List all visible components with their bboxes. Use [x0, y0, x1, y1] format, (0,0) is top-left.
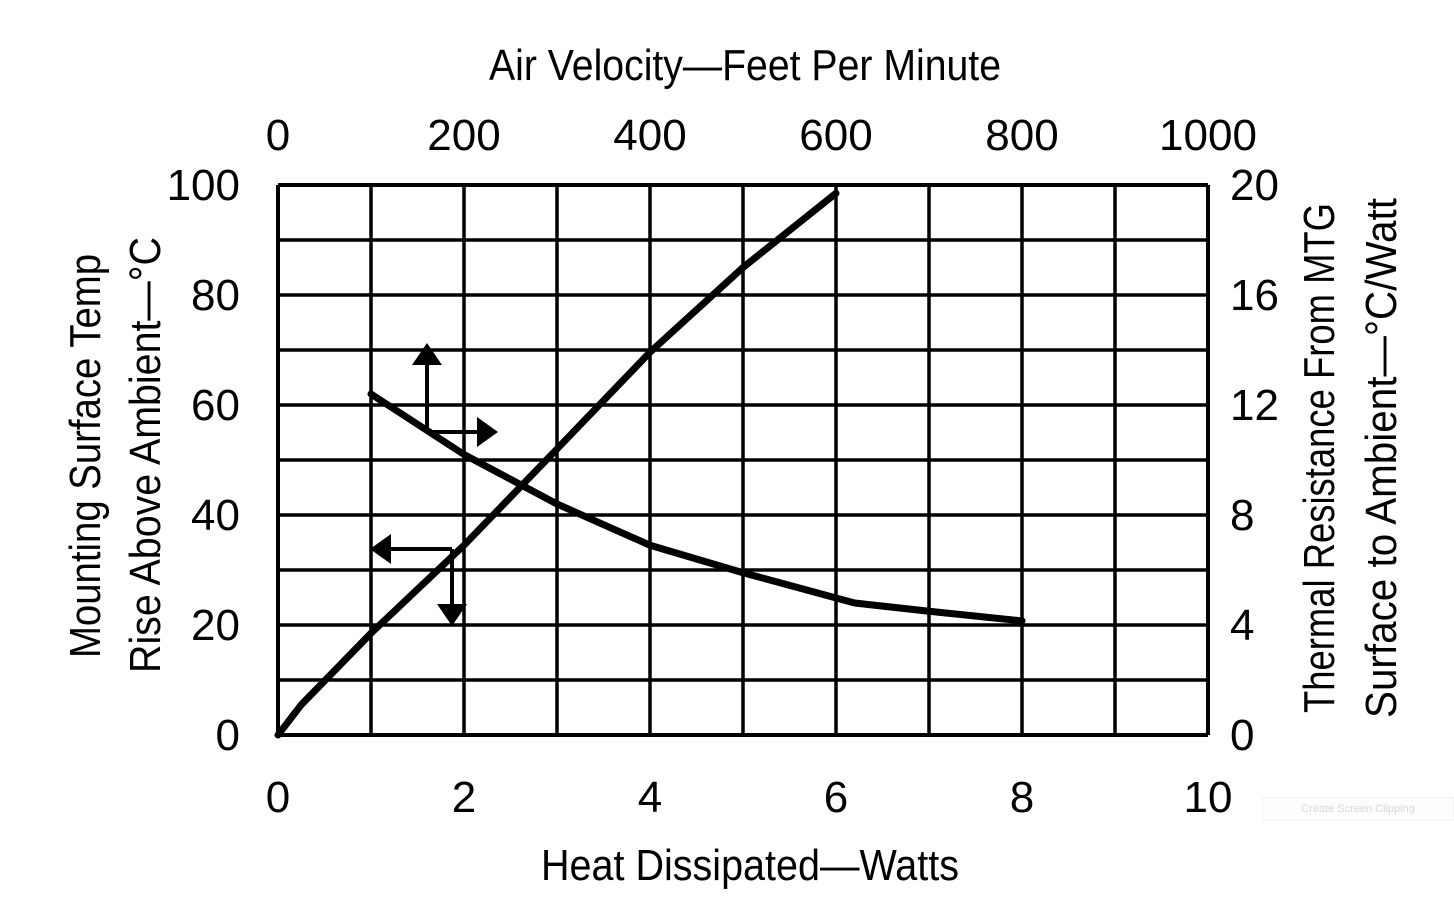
series-line-1	[274, 189, 840, 739]
right-tick-label: 12	[1230, 381, 1279, 430]
top-tick-label: 0	[266, 111, 290, 160]
left-axis-label-line1: Mounting Surface Temp	[61, 254, 110, 658]
top-tick-label: 800	[985, 111, 1058, 160]
right-tick-label: 20	[1230, 161, 1279, 210]
left-tick-label: 20	[191, 601, 240, 650]
arrow-down-head	[437, 604, 467, 626]
series-group	[274, 189, 1026, 739]
bottom-tick-label: 4	[638, 773, 662, 822]
left-tick-label: 100	[167, 161, 240, 210]
bottom-tick-label: 0	[266, 773, 290, 822]
left-tick-label: 40	[191, 491, 240, 540]
bottom-tick-label: 10	[1184, 773, 1233, 822]
right-tick-label: 16	[1230, 271, 1279, 320]
left-tick-label: 60	[191, 381, 240, 430]
top-tick-label: 400	[613, 111, 686, 160]
bottom-tick-label: 6	[824, 773, 848, 822]
right-tick-label: 0	[1230, 711, 1254, 760]
bottom-tick-label: 2	[452, 773, 476, 822]
left-axis-label-line2: Rise Above Ambient—°C	[121, 237, 170, 673]
arrow-left-head	[370, 534, 391, 564]
create-screen-clipping-button[interactable]: Create Screen Clipping	[1262, 797, 1454, 821]
bottom-axis-label: Heat Dissipated—Watts	[541, 841, 959, 890]
right-axis-label-line2: Surface to Ambient—°C/Watt	[1357, 198, 1406, 718]
left-tick-label: 0	[216, 711, 240, 760]
right-tick-label: 8	[1230, 491, 1254, 540]
right-axis-label-line1: Thermal Resistance From MTG	[1295, 203, 1344, 713]
direction-arrows	[370, 343, 498, 626]
series-line-2	[367, 390, 1026, 625]
top-tick-label: 200	[427, 111, 500, 160]
bottom-tick-label: 8	[1010, 773, 1034, 822]
top-axis-label: Air Velocity—Feet Per Minute	[489, 41, 1001, 90]
top-tick-label: 1000	[1159, 111, 1257, 160]
left-tick-label: 80	[191, 271, 240, 320]
right-tick-label: 4	[1230, 601, 1254, 650]
grid	[276, 183, 1210, 737]
arrow-right-head	[477, 417, 498, 447]
top-tick-label: 600	[799, 111, 872, 160]
arrow-up-head	[412, 343, 442, 365]
